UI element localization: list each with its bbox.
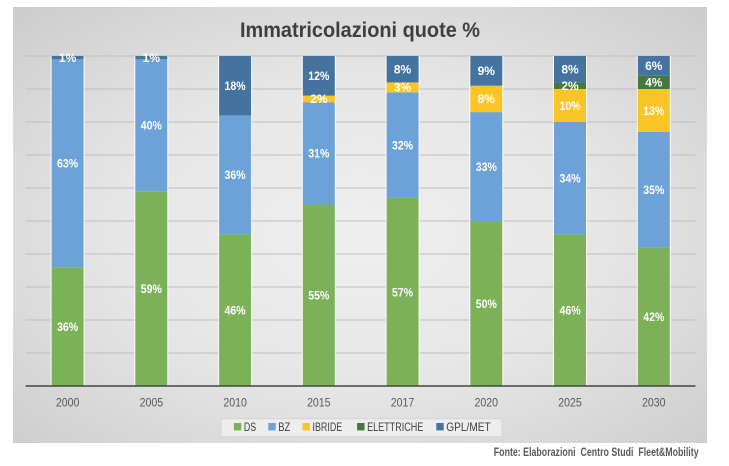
svg-text:2005: 2005	[140, 396, 164, 410]
svg-text:40%: 40%	[141, 119, 162, 133]
svg-text:6%: 6%	[645, 59, 663, 73]
svg-text:32%: 32%	[392, 138, 413, 152]
svg-text:63%: 63%	[57, 157, 78, 171]
svg-text:2030: 2030	[642, 396, 666, 410]
svg-text:18%: 18%	[225, 79, 246, 93]
svg-text:2010: 2010	[223, 396, 247, 410]
svg-text:GPL/MET: GPL/MET	[446, 421, 490, 434]
svg-text:55%: 55%	[308, 289, 329, 303]
svg-text:2020: 2020	[475, 396, 499, 410]
svg-text:2%: 2%	[310, 92, 328, 106]
svg-text:2025: 2025	[558, 396, 582, 410]
svg-text:IBRIDE: IBRIDE	[313, 421, 343, 434]
svg-text:10%: 10%	[559, 99, 580, 113]
svg-text:36%: 36%	[57, 320, 78, 334]
svg-text:Immatricolazioni quote %: Immatricolazioni quote %	[240, 18, 480, 42]
svg-text:DS: DS	[244, 421, 256, 434]
svg-text:46%: 46%	[559, 303, 580, 317]
svg-text:3%: 3%	[394, 81, 412, 95]
svg-text:4%: 4%	[645, 76, 663, 90]
svg-text:13%: 13%	[643, 104, 664, 118]
svg-text:42%: 42%	[643, 310, 664, 324]
svg-text:31%: 31%	[308, 147, 329, 161]
svg-text:Fonte: Elaborazioni Centro St: Fonte: Elaborazioni Centro Studi Fleet&M…	[494, 445, 699, 459]
svg-text:9%: 9%	[478, 64, 496, 78]
svg-text:2%: 2%	[561, 79, 579, 93]
svg-text:8%: 8%	[478, 92, 496, 106]
svg-text:8%: 8%	[561, 63, 579, 77]
svg-text:59%: 59%	[141, 282, 162, 296]
svg-text:ELETTRICHE: ELETTRICHE	[367, 421, 423, 434]
svg-text:BZ: BZ	[278, 421, 290, 434]
svg-text:33%: 33%	[476, 160, 497, 174]
svg-text:2015: 2015	[307, 396, 331, 410]
svg-text:2000: 2000	[56, 396, 80, 410]
svg-text:36%: 36%	[225, 168, 246, 182]
svg-text:12%: 12%	[308, 69, 329, 83]
svg-text:1%: 1%	[143, 51, 161, 65]
svg-text:57%: 57%	[392, 285, 413, 299]
svg-text:2017: 2017	[391, 396, 415, 410]
svg-text:46%: 46%	[225, 303, 246, 317]
svg-text:8%: 8%	[394, 63, 412, 77]
svg-text:1%: 1%	[59, 51, 77, 65]
svg-text:35%: 35%	[643, 183, 664, 197]
svg-text:50%: 50%	[476, 297, 497, 311]
svg-text:34%: 34%	[559, 171, 580, 185]
